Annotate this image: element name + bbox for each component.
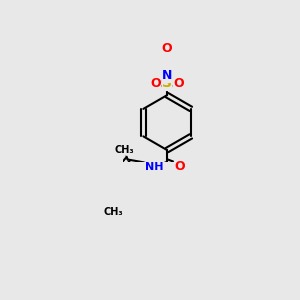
Text: S: S <box>162 76 172 90</box>
Text: CH₃: CH₃ <box>103 207 123 217</box>
Text: O: O <box>173 77 184 90</box>
Text: NH: NH <box>145 162 164 172</box>
Text: O: O <box>162 42 172 55</box>
Text: CH₃: CH₃ <box>115 145 134 155</box>
Text: N: N <box>162 69 172 82</box>
Text: O: O <box>150 77 160 90</box>
Text: O: O <box>175 160 185 173</box>
